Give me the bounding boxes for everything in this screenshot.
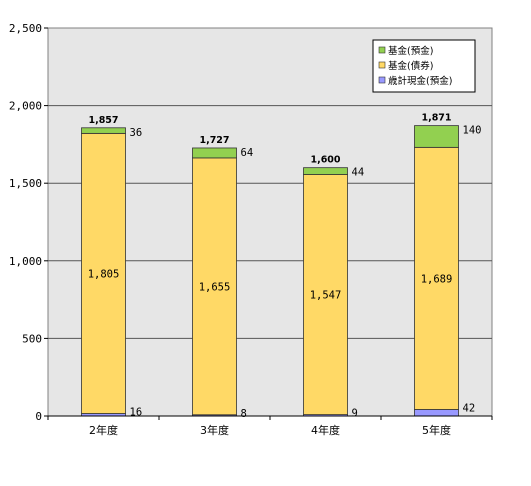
data-label-bond: 1,655 [199,281,231,293]
x-category-label: 4年度 [311,423,340,437]
bar-segment-bond [303,174,348,416]
x-category-label: 2年度 [89,423,118,437]
bar-segment-deposit [414,125,459,148]
x-category-label: 3年度 [200,423,229,437]
y-tick-label: 2,000 [9,100,42,113]
bar-segment-deposit [303,167,348,175]
data-label-cash: 16 [130,407,143,419]
bar-segment-bond [414,146,459,410]
y-tick-label: 1,500 [9,177,42,190]
legend-swatch [378,61,386,69]
data-label-cash: 42 [463,402,476,414]
data-label-bond: 1,689 [421,273,453,285]
legend-label: 基金(預金) [388,45,433,57]
total-label: 1,600 [310,155,340,166]
bar-segment-deposit [81,127,126,134]
total-label: 1,857 [88,115,118,126]
y-tick-label: 1,000 [9,255,42,268]
data-label-deposit: 140 [463,125,482,137]
total-label: 1,727 [199,135,229,146]
bar-segment-bond [192,157,237,416]
y-tick-label: 500 [22,332,42,345]
data-label-cash: 9 [352,408,358,420]
bar-segment-deposit [192,147,237,159]
data-label-deposit: 64 [241,147,254,159]
legend-box [372,39,476,93]
data-label-deposit: 36 [130,127,143,139]
data-label-deposit: 44 [352,167,365,179]
data-label-bond: 1,805 [88,268,120,280]
legend-label: 歳計現金(預金) [388,75,452,87]
legend-label: 基金(債券) [388,60,433,72]
legend-swatch [378,46,386,54]
y-tick-label: 2,500 [9,22,42,35]
y-tick-label: 0 [35,410,42,423]
data-label-bond: 1,547 [310,290,342,302]
x-category-label: 5年度 [422,423,451,437]
legend-swatch [378,76,386,84]
total-label: 1,871 [421,113,451,124]
data-label-cash: 8 [241,408,247,420]
bar-segment-cash [414,409,459,417]
